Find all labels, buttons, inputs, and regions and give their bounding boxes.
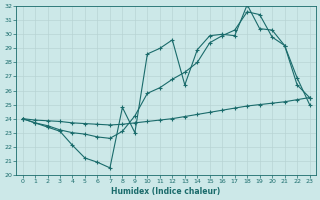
X-axis label: Humidex (Indice chaleur): Humidex (Indice chaleur) bbox=[111, 187, 221, 196]
